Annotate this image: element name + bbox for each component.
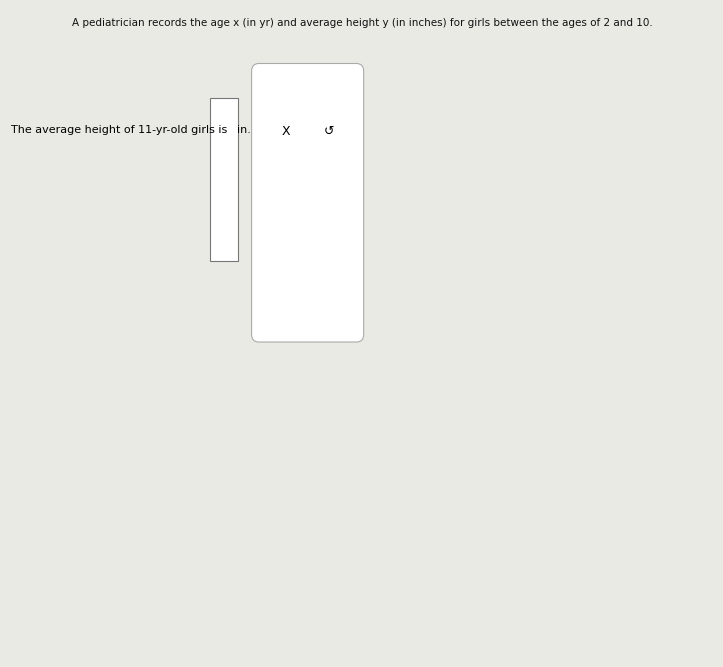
FancyBboxPatch shape bbox=[252, 63, 364, 342]
Text: ↺: ↺ bbox=[324, 125, 334, 138]
FancyBboxPatch shape bbox=[210, 98, 238, 261]
Text: in.: in. bbox=[237, 125, 251, 135]
Text: A pediatrician records the age x (in yr) and average height y (in inches) for gi: A pediatrician records the age x (in yr)… bbox=[72, 18, 653, 28]
Text: The average height of 11-yr-old girls is: The average height of 11-yr-old girls is bbox=[11, 125, 231, 135]
Text: X: X bbox=[281, 125, 290, 138]
